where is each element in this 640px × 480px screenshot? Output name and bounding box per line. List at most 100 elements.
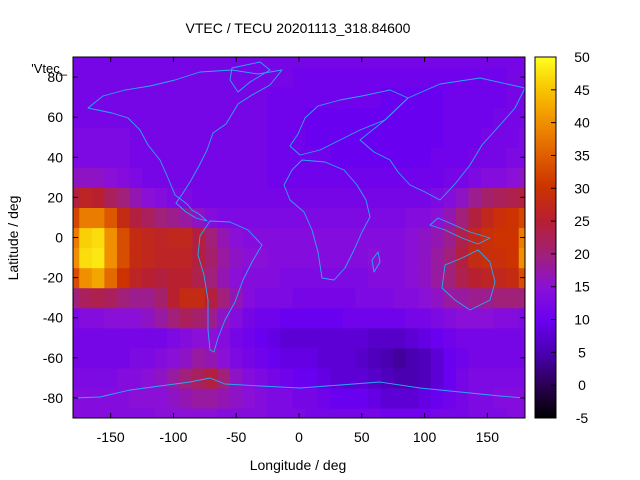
heatmap-cell bbox=[179, 127, 193, 148]
heatmap-cell bbox=[393, 327, 407, 349]
heatmap-cell bbox=[79, 327, 93, 349]
heatmap-cell bbox=[267, 207, 281, 229]
colorbar-tick-label: 45 bbox=[574, 82, 590, 98]
heatmap-cell bbox=[142, 287, 156, 309]
heatmap-cell bbox=[380, 227, 394, 249]
heatmap-cell bbox=[393, 207, 407, 229]
heatmap-cell bbox=[292, 407, 306, 418]
heatmap-cell bbox=[292, 267, 306, 289]
heatmap-cell bbox=[204, 107, 218, 128]
heatmap-cell bbox=[305, 167, 319, 188]
heatmap-cell bbox=[481, 347, 495, 369]
heatmap-cell bbox=[317, 127, 331, 148]
heatmap-cell bbox=[255, 387, 269, 409]
heatmap-cell bbox=[142, 207, 156, 229]
heatmap-cell bbox=[330, 67, 344, 88]
heatmap-cell bbox=[154, 147, 168, 168]
heatmap-cell bbox=[204, 247, 218, 269]
heatmap-cell bbox=[104, 57, 118, 68]
heatmap-cell bbox=[443, 147, 457, 168]
heatmap-cell bbox=[481, 247, 495, 269]
heatmap-cell bbox=[142, 347, 156, 369]
heatmap-cell bbox=[355, 307, 369, 329]
heatmap-cell bbox=[342, 327, 357, 349]
heatmap-cell bbox=[292, 347, 306, 369]
heatmap-cell bbox=[493, 147, 507, 168]
heatmap-cell bbox=[455, 87, 470, 108]
heatmap-cell bbox=[204, 207, 218, 229]
heatmap-cell bbox=[217, 187, 231, 209]
heatmap-cell bbox=[405, 57, 419, 68]
heatmap-cell bbox=[104, 367, 118, 389]
heatmap-cell bbox=[267, 87, 281, 108]
heatmap-cell bbox=[154, 347, 168, 369]
heatmap-cell bbox=[129, 247, 143, 269]
heatmap-cell bbox=[418, 207, 432, 229]
heatmap-cell bbox=[73, 367, 80, 389]
heatmap-cell bbox=[468, 287, 482, 309]
heatmap-cell bbox=[129, 287, 143, 309]
heatmap-cell bbox=[455, 207, 470, 229]
heatmap-cell bbox=[280, 387, 294, 409]
heatmap-cell bbox=[317, 107, 331, 128]
heatmap-cell bbox=[493, 367, 507, 389]
heatmap-cell bbox=[368, 187, 382, 209]
heatmap-cell bbox=[242, 127, 256, 148]
heatmap-cell bbox=[154, 227, 168, 249]
heatmap-cell bbox=[91, 127, 105, 148]
heatmap-cell bbox=[506, 347, 520, 369]
heatmap-cell bbox=[317, 367, 331, 389]
heatmap-cell bbox=[217, 367, 231, 389]
heatmap-cell bbox=[192, 207, 206, 229]
heatmap-cell bbox=[255, 267, 269, 289]
heatmap-cell bbox=[418, 167, 432, 188]
heatmap-cell bbox=[129, 167, 143, 188]
heatmap-cell bbox=[393, 67, 407, 88]
heatmap-cell bbox=[418, 247, 432, 269]
heatmap-cell bbox=[330, 347, 344, 369]
heatmap-cell bbox=[405, 167, 419, 188]
coast-antarctica bbox=[73, 377, 525, 399]
heatmap-cell bbox=[455, 407, 470, 418]
heatmap-cell bbox=[129, 307, 143, 329]
heatmap-cell bbox=[393, 367, 407, 389]
heatmap-cell bbox=[330, 307, 344, 329]
x-tick-label: -100 bbox=[159, 429, 187, 445]
heatmap-cell bbox=[255, 247, 269, 269]
heatmap-cell bbox=[217, 247, 231, 269]
heatmap-cell bbox=[179, 367, 193, 389]
heatmap-cell bbox=[430, 347, 444, 369]
heatmap-cell bbox=[116, 327, 131, 349]
heatmap-cell bbox=[104, 407, 118, 418]
heatmap-cell bbox=[79, 367, 93, 389]
heatmap-cell bbox=[493, 207, 507, 229]
x-axis-label: Longitude / deg bbox=[250, 457, 347, 473]
heatmap-cell bbox=[242, 267, 256, 289]
heatmap-cell bbox=[142, 367, 156, 389]
heatmap-cell bbox=[405, 407, 419, 418]
coast-indonesia bbox=[429, 217, 491, 245]
heatmap-cell bbox=[204, 347, 218, 369]
heatmap-cell bbox=[267, 407, 281, 418]
heatmap-cell bbox=[405, 147, 419, 168]
heatmap-cell bbox=[192, 57, 206, 68]
heatmap-cell bbox=[154, 127, 168, 148]
heatmap-cell bbox=[305, 107, 319, 128]
heatmap-cell bbox=[342, 207, 357, 229]
coast-north-america bbox=[87, 69, 283, 222]
heatmap-cell bbox=[317, 57, 331, 68]
heatmap-cell bbox=[443, 387, 457, 409]
heatmap-cell bbox=[116, 387, 131, 409]
heatmap-cell bbox=[217, 207, 231, 229]
heatmap-cell bbox=[104, 187, 118, 209]
heatmap-cell bbox=[280, 107, 294, 128]
heatmap-cell bbox=[380, 167, 394, 188]
heatmap-cell bbox=[167, 247, 181, 269]
heatmap-cell bbox=[317, 307, 331, 329]
heatmap-cell bbox=[129, 347, 143, 369]
heatmap-cell bbox=[267, 267, 281, 289]
heatmap-cell bbox=[330, 387, 344, 409]
heatmap-cell bbox=[506, 207, 520, 229]
heatmap-cell bbox=[418, 127, 432, 148]
heatmap-cell bbox=[443, 347, 457, 369]
